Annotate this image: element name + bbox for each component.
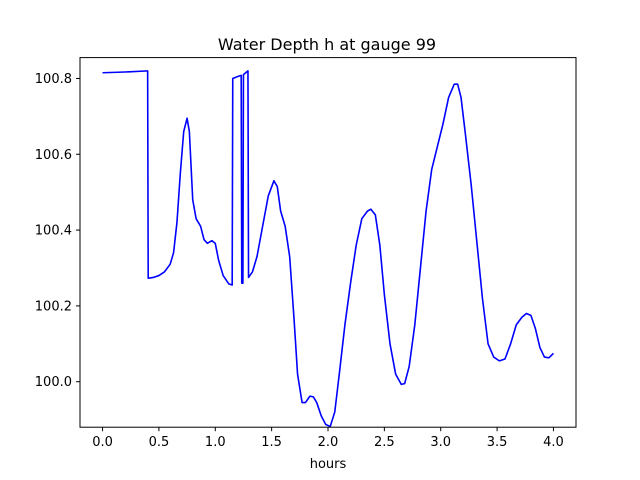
x-tick-label: 2.0 [318,435,339,450]
y-tick-label: 100.6 [35,148,72,163]
y-tick-label: 100.2 [35,299,72,314]
x-tick-label: 0.5 [149,435,170,450]
y-tick-label: 100.0 [35,375,72,390]
y-axis: 100.0 100.2 100.4 100.6 100.8 [35,72,80,390]
x-tick-label: 2.5 [374,435,395,450]
series-line [102,70,555,428]
x-tick-label: 4.0 [543,435,564,450]
x-axis: 0.0 0.5 1.0 1.5 2.0 2.5 3.0 3.5 4.0 [92,427,564,450]
plot-series [102,70,555,428]
x-tick-label: 1.0 [205,435,226,450]
x-tick-label: 3.5 [487,435,508,450]
x-tick-label: 0.0 [92,435,113,450]
plot-frame [79,57,577,428]
chart-title: Water Depth h at gauge 99 [218,35,436,54]
x-axis-label: hours [310,457,347,472]
x-tick-label: 1.5 [261,435,282,450]
y-tick-label: 100.8 [35,72,72,87]
x-tick-label: 3.0 [430,435,451,450]
y-tick-label: 100.4 [35,224,72,239]
